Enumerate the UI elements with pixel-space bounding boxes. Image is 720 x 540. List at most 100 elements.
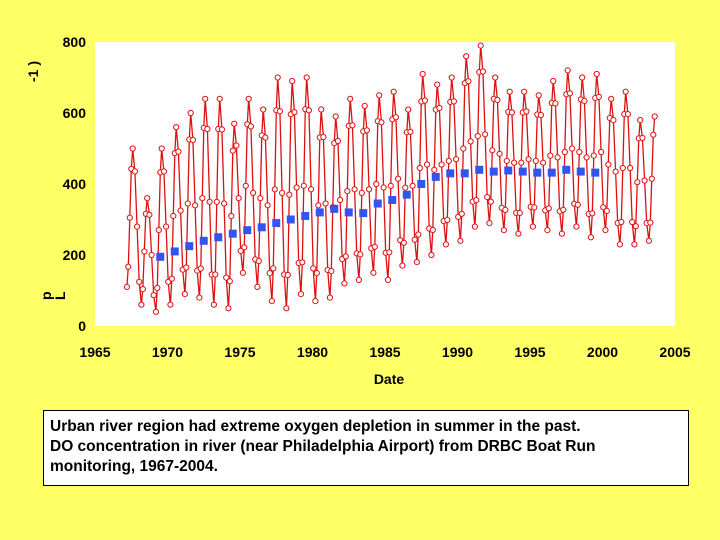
y-tick-label: 800 [63,34,87,50]
x-tick-label: 2000 [587,344,618,360]
raw-data-point [581,97,588,105]
x-tick-label: 1990 [442,344,473,360]
raw-data-point [139,286,146,293]
raw-data-point [155,227,162,234]
annual-mean-point [214,233,223,242]
annual-mean-point [547,168,556,177]
x-tick-label: 1985 [369,344,400,360]
x-axis-label: Date [374,371,405,387]
raw-data-point [225,305,232,312]
raw-data-point [163,223,170,230]
raw-data-point [183,264,190,271]
raw-data-point [415,231,422,238]
raw-data-point [460,145,467,152]
raw-data-point [341,280,348,287]
raw-data-point [467,138,474,145]
raw-data-point [544,227,551,234]
raw-data-point [154,284,161,291]
raw-data-point [453,156,460,163]
annual-mean-point [504,166,513,175]
raw-data-point [212,271,219,278]
raw-data-point [574,201,581,208]
raw-data-point [136,278,143,285]
annual-mean-point [330,204,339,213]
raw-data-point [255,257,262,265]
raw-data-point [373,180,380,188]
raw-data-point [173,124,180,131]
raw-data-point [463,53,470,60]
raw-data-point [431,166,438,173]
raw-data-point [206,198,213,205]
raw-data-point [125,263,132,270]
y-tick-label: 400 [63,176,87,192]
raw-data-point [237,247,244,254]
raw-data-point [184,200,191,207]
annual-mean-point [576,167,585,176]
raw-data-point [416,164,423,172]
raw-data-point [407,128,414,135]
raw-data-point [197,265,204,272]
raw-data-point [579,74,586,81]
raw-data-point [262,134,269,141]
raw-data-point [187,109,194,117]
raw-data-point [554,154,561,161]
raw-data-point [637,117,644,124]
raw-data-point [177,207,184,214]
raw-data-point [618,218,625,226]
x-tick-labels: 1965 1970 1975 1980 1985 1990 1995 2000 2005 [79,344,690,360]
raw-data-point [342,253,349,260]
raw-data-point [448,74,455,81]
raw-data-point [279,189,286,196]
raw-data-point [126,214,133,221]
raw-data-point [320,133,327,141]
raw-data-point [276,108,283,115]
raw-data-point [510,159,518,166]
raw-data-point [150,292,157,299]
raw-data-point [573,223,580,230]
raw-data-point [641,177,648,184]
raw-data-point [239,269,246,276]
raw-data-point [474,133,481,140]
x-tick-label: 1965 [79,344,110,360]
raw-data-point [583,154,590,161]
raw-data-point [347,95,354,102]
raw-data-point [332,113,339,120]
raw-data-point [602,227,609,234]
raw-data-point [525,156,532,163]
raw-data-point [400,239,407,246]
raw-data-point [610,117,617,124]
raw-data-point [363,127,370,134]
raw-data-point [587,234,595,241]
raw-data-point [537,111,545,119]
raw-data-point [351,186,358,193]
raw-data-point [226,278,233,285]
raw-data-point [645,237,653,244]
raw-data-point [479,68,486,75]
raw-data-point [487,198,494,205]
raw-data-point [167,301,174,308]
annual-mean-point [417,180,426,188]
raw-data-point [257,195,264,202]
y-axis-label-fragment-l: L [52,291,68,300]
raw-data-point [250,189,257,196]
raw-data-point [380,184,387,191]
raw-data-point [576,148,583,156]
raw-data-point [223,274,230,281]
annual-mean-point [489,167,498,176]
x-tick-label: 1970 [152,344,183,360]
raw-data-point [189,136,196,144]
raw-data-point [271,186,278,193]
raw-data-point [421,97,428,104]
raw-data-point [129,145,136,152]
raw-data-point [492,74,499,81]
y-axis-label-fragment-top: -1 ) [25,61,41,82]
raw-data-point [310,265,317,272]
raw-data-point [627,164,634,172]
raw-data-point [639,134,646,141]
raw-data-point [413,259,420,266]
raw-data-point [233,142,240,149]
raw-data-point [531,204,538,211]
raw-data-point [303,74,310,81]
raw-do-series [123,42,658,315]
raw-data-point [465,78,472,85]
